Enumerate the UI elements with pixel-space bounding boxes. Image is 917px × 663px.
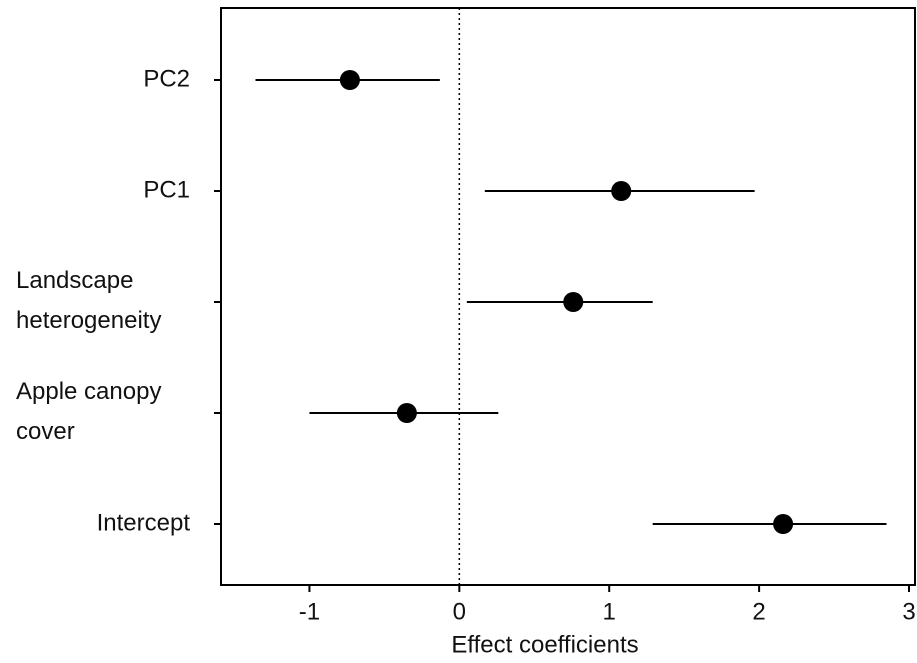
y-tick-label: Intercept [97, 509, 191, 536]
point [396, 403, 417, 423]
point [563, 292, 584, 312]
y-tick-label: Landscape heterogeneity [16, 267, 161, 334]
plot-frame [220, 7, 916, 586]
point [339, 70, 360, 90]
y-tick-label: PC2 [143, 65, 190, 92]
point [773, 514, 794, 534]
x-tick-label: 2 [752, 598, 765, 625]
y-tick-label: PC1 [143, 176, 190, 203]
y-tick-label: Apple canopy cover [16, 378, 161, 445]
x-tick-label: 0 [453, 598, 466, 625]
point [611, 181, 632, 201]
x-tick-label: 3 [902, 598, 915, 625]
x-tick-label: -1 [299, 598, 320, 625]
x-tick-label: 1 [603, 598, 616, 625]
x-axis-label: Effect coefficients [451, 631, 638, 658]
